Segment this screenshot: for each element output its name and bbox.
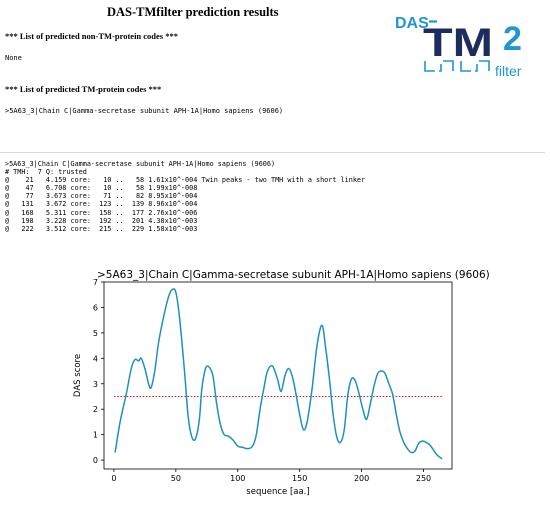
tm-row: @ 168 5.311 core: 158 .. 177 2.76x10^-00… [5, 208, 198, 217]
x-tick-label: 200 [354, 474, 369, 483]
section-divider [0, 152, 545, 153]
x-tick-label: 150 [292, 474, 307, 483]
x-axis-label: sequence [aa.] [246, 487, 309, 497]
das-score-series-line [114, 288, 443, 460]
das-tm2-filter-logo: DAS TM 2 filter [395, 15, 522, 79]
tm-block-header: >5A63_3|Chain C|Gamma-secretase subunit … [5, 160, 276, 168]
tm-row: @ 222 3.512 core: 215 .. 229 1.58x10^-00… [5, 224, 198, 233]
tm-prediction-block: >5A63_3|Chain C|Gamma-secretase subunit … [5, 160, 365, 233]
tm-row: @ 131 3.672 core: 123 .. 139 8.96x10^-00… [5, 200, 198, 209]
logo-version-text: 2 [503, 20, 522, 58]
tm-row: @ 198 3.228 core: 192 .. 201 4.30x10^-00… [5, 216, 198, 225]
x-tick-label: 50 [171, 474, 181, 483]
y-tick-label: 3 [93, 380, 98, 389]
y-tick-label: 1 [93, 431, 98, 440]
non-tm-heading: *** List of predicted non-TM-protein cod… [5, 31, 178, 41]
y-tick-label: 4 [93, 354, 98, 363]
x-tick-label: 0 [111, 474, 116, 483]
chart-title: >5A63_3|Chain C|Gamma-secretase subunit … [97, 269, 490, 281]
x-tick-label: 100 [230, 474, 245, 483]
tm-row: @ 21 4.159 core: 10 .. 58 1.61x10^-004 T… [5, 176, 366, 185]
y-tick-label: 5 [93, 329, 98, 338]
x-tick-label: 250 [416, 474, 431, 483]
page-title: DAS-TMfilter prediction results [107, 5, 279, 19]
non-tm-value: None [5, 54, 22, 62]
tm-protein-entry: >5A63_3|Chain C|Gamma-secretase subunit … [5, 107, 284, 115]
logo-bracket-icons [424, 60, 490, 72]
tm-row: @ 77 3.673 core: 71 .. 82 8.95x10^-004 [5, 192, 198, 201]
tm-heading: *** List of predicted TM-protein codes *… [5, 84, 162, 94]
y-tick-label: 6 [93, 303, 98, 312]
y-tick-label: 7 [93, 278, 98, 287]
logo-tm-text: TM [423, 21, 493, 65]
y-tick-label: 0 [93, 456, 98, 465]
tm-block-summary: # TMH: 7 Q: trusted [5, 168, 87, 177]
logo-das-text: DAS [395, 15, 429, 32]
plot-frame [103, 281, 453, 470]
y-tick-label: 2 [93, 405, 98, 414]
logo-filter-text: filter [495, 63, 522, 79]
y-axis-label: DAS score [73, 354, 83, 397]
tm-row: @ 47 6.708 core: 10 .. 58 1.99x10^-008 [5, 184, 198, 193]
